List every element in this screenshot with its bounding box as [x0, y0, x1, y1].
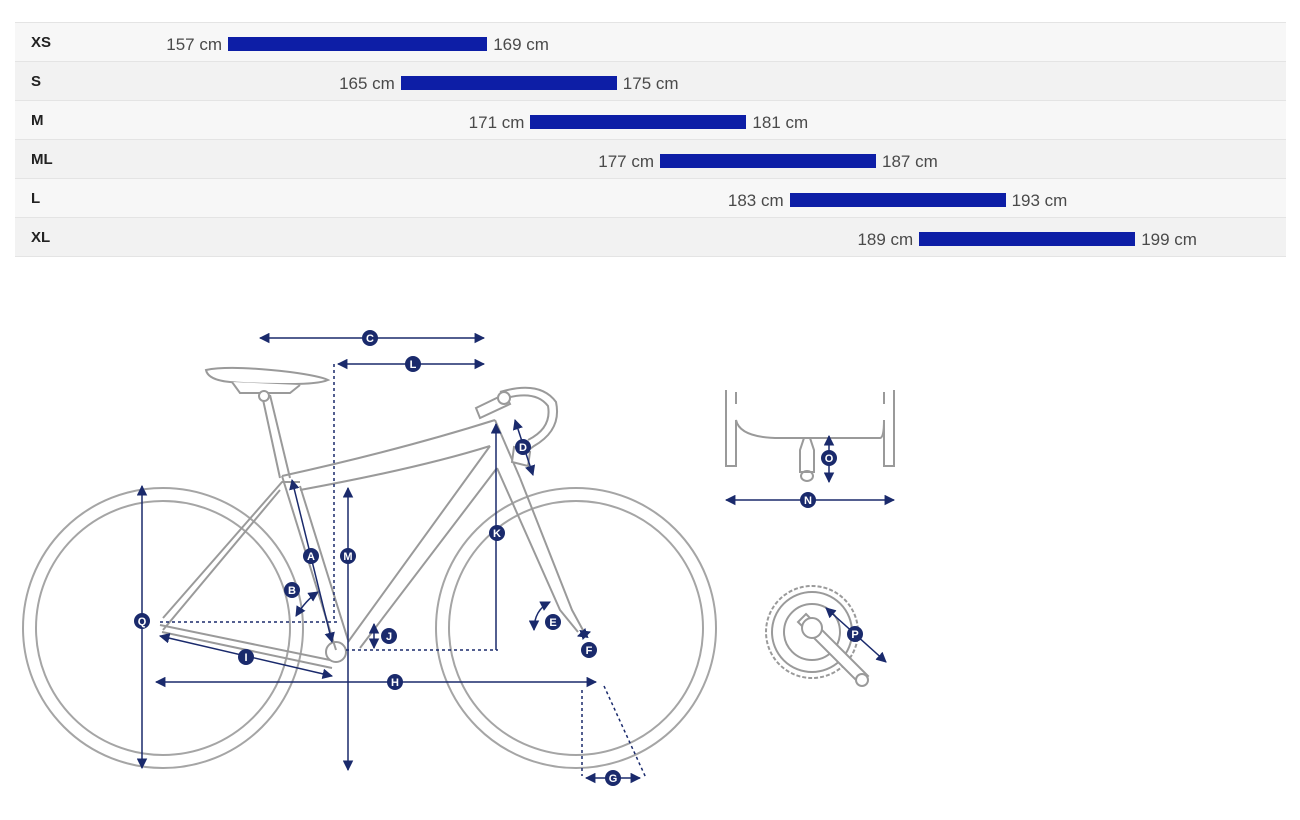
- label-d-text: D: [519, 442, 527, 454]
- label-d: D: [515, 439, 531, 455]
- label-p-text: P: [851, 629, 858, 641]
- label-q-text: Q: [138, 616, 147, 628]
- height-min-label: 157 cm: [166, 35, 222, 54]
- size-row-ml: ML 177 cm 187 cm: [15, 140, 1286, 179]
- label-e-text: E: [549, 617, 556, 629]
- height-max-label: 199 cm: [1141, 230, 1197, 249]
- front-wheel: [435, 487, 717, 769]
- label-f-text: F: [586, 645, 593, 657]
- height-range-bar: [400, 76, 617, 90]
- label-m: M: [340, 548, 356, 564]
- size-row-xl: XL 189 cm 199 cm: [15, 218, 1286, 257]
- handlebar-dimensions: [724, 434, 896, 506]
- rear-wheel: [22, 487, 304, 769]
- height-range-bar: [530, 115, 747, 129]
- height-min-label: 177 cm: [598, 152, 654, 171]
- size-label: ML: [31, 151, 53, 168]
- label-o: O: [821, 450, 837, 466]
- label-j: J: [381, 628, 397, 644]
- label-o-text: O: [825, 453, 834, 465]
- label-e: E: [545, 614, 561, 630]
- bike-geometry-diagram: A B C D E F G H I J K L M N O P Q: [22, 330, 896, 786]
- label-b: B: [284, 582, 300, 598]
- label-g: G: [605, 770, 621, 786]
- height-range-bar: [660, 154, 876, 168]
- height-max-label: 175 cm: [622, 74, 679, 93]
- label-n: N: [800, 492, 816, 508]
- height-range-bar: [789, 193, 1006, 207]
- label-j-text: J: [386, 631, 392, 643]
- label-g-text: G: [609, 773, 618, 785]
- label-a-text: A: [307, 551, 315, 563]
- label-l-text: L: [410, 359, 417, 371]
- size-label: XS: [31, 34, 52, 51]
- label-n-text: N: [804, 495, 812, 507]
- label-q: Q: [134, 613, 150, 629]
- label-c: C: [362, 330, 378, 346]
- label-f: F: [581, 642, 597, 658]
- size-row-l: L 183 cm 193 cm: [15, 179, 1286, 218]
- height-max-label: 193 cm: [1011, 191, 1068, 210]
- label-b-text: B: [288, 585, 296, 597]
- height-max-label: 187 cm: [882, 152, 938, 171]
- size-label: L: [31, 190, 41, 207]
- size-chart: XS 157 cm 169 cm S 165 cm 175 cm M 171 cm 181 cm…: [15, 22, 1286, 257]
- label-a: A: [303, 548, 319, 564]
- label-h: H: [387, 674, 403, 690]
- height-min-label: 165 cm: [339, 74, 395, 93]
- size-label: XL: [31, 229, 51, 246]
- label-k-text: K: [493, 528, 501, 540]
- label-i: I: [238, 649, 254, 665]
- height-range-bar: [228, 37, 488, 51]
- handlebar-front-view: [725, 390, 895, 482]
- label-h-text: H: [391, 677, 399, 689]
- size-row-s: S 165 cm 175 cm: [15, 62, 1286, 101]
- label-p: P: [847, 626, 863, 642]
- size-label: M: [31, 112, 44, 129]
- size-row-m: M 171 cm 181 cm: [15, 101, 1286, 140]
- saddle: [204, 366, 331, 402]
- dimension-labels: A B C D E F G H I J K L M N O P Q: [134, 330, 863, 786]
- label-c-text: C: [366, 333, 374, 345]
- height-min-label: 171 cm: [468, 113, 525, 132]
- label-l: L: [405, 356, 421, 372]
- label-m-text: M: [343, 551, 352, 563]
- size-row-xs: XS 157 cm 169 cm: [15, 22, 1286, 62]
- dimension-lines: [136, 332, 647, 784]
- height-range-bar: [919, 232, 1136, 246]
- label-k: K: [489, 525, 505, 541]
- label-i-text: I: [244, 652, 247, 664]
- height-max-label: 169 cm: [493, 35, 549, 54]
- size-label: S: [31, 73, 42, 90]
- height-min-label: 189 cm: [857, 230, 914, 249]
- height-min-label: 183 cm: [727, 191, 784, 210]
- height-max-label: 181 cm: [752, 113, 809, 132]
